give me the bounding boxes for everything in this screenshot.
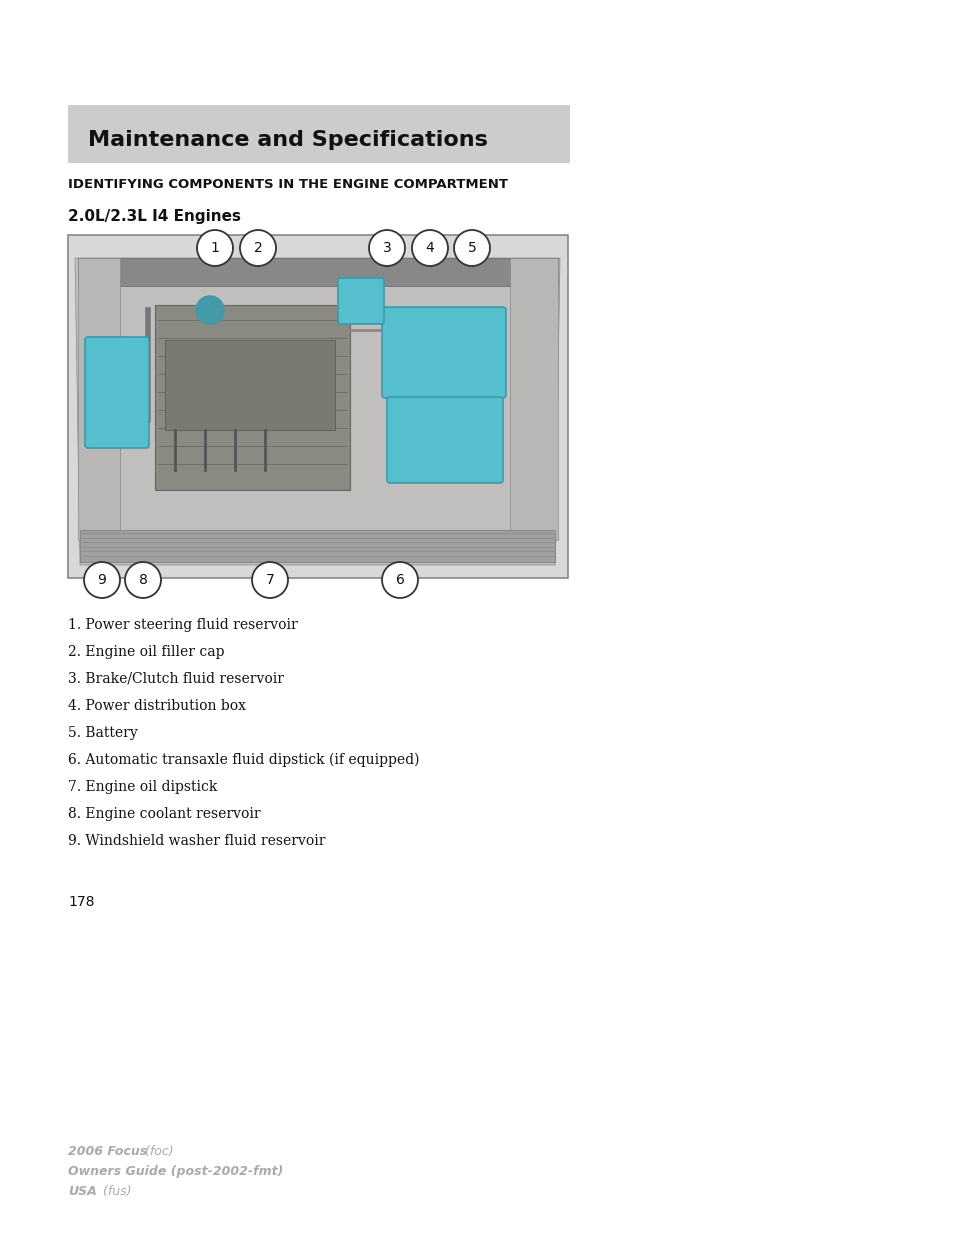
Circle shape — [369, 230, 405, 266]
Text: 178: 178 — [68, 895, 94, 909]
Text: 7. Engine oil dipstick: 7. Engine oil dipstick — [68, 781, 217, 794]
Circle shape — [412, 230, 448, 266]
FancyBboxPatch shape — [165, 340, 335, 430]
FancyBboxPatch shape — [387, 396, 502, 483]
Text: 6. Automatic transaxle fluid dipstick (if equipped): 6. Automatic transaxle fluid dipstick (i… — [68, 753, 419, 767]
Text: Maintenance and Specifications: Maintenance and Specifications — [88, 130, 487, 149]
Text: 8. Engine coolant reservoir: 8. Engine coolant reservoir — [68, 806, 260, 821]
Text: Owners Guide (post-2002-fmt): Owners Guide (post-2002-fmt) — [68, 1165, 283, 1178]
Circle shape — [381, 562, 417, 598]
Text: 4: 4 — [425, 241, 434, 254]
Text: 2. Engine oil filler cap: 2. Engine oil filler cap — [68, 645, 224, 659]
Circle shape — [195, 296, 224, 324]
FancyBboxPatch shape — [337, 278, 384, 324]
FancyBboxPatch shape — [68, 235, 567, 578]
Text: 6: 6 — [395, 573, 404, 587]
Text: 8: 8 — [138, 573, 148, 587]
Text: 3: 3 — [382, 241, 391, 254]
Polygon shape — [78, 258, 120, 540]
Text: (fus): (fus) — [99, 1186, 132, 1198]
Text: 3. Brake/Clutch fluid reservoir: 3. Brake/Clutch fluid reservoir — [68, 672, 284, 685]
Circle shape — [240, 230, 275, 266]
Text: 5: 5 — [467, 241, 476, 254]
Circle shape — [84, 562, 120, 598]
Polygon shape — [510, 258, 558, 540]
Text: 9: 9 — [97, 573, 107, 587]
Text: 1. Power steering fluid reservoir: 1. Power steering fluid reservoir — [68, 618, 297, 632]
FancyBboxPatch shape — [381, 308, 505, 398]
Text: 4. Power distribution box: 4. Power distribution box — [68, 699, 246, 713]
Text: 2.0L/2.3L I4 Engines: 2.0L/2.3L I4 Engines — [68, 210, 241, 225]
FancyBboxPatch shape — [78, 258, 558, 287]
Text: 1: 1 — [211, 241, 219, 254]
Text: (foc): (foc) — [141, 1145, 173, 1158]
Text: 5. Battery: 5. Battery — [68, 726, 137, 740]
Circle shape — [252, 562, 288, 598]
Text: IDENTIFYING COMPONENTS IN THE ENGINE COMPARTMENT: IDENTIFYING COMPONENTS IN THE ENGINE COM… — [68, 179, 507, 191]
FancyBboxPatch shape — [85, 337, 149, 448]
Text: 7: 7 — [265, 573, 274, 587]
Circle shape — [196, 230, 233, 266]
Text: 9. Windshield washer fluid reservoir: 9. Windshield washer fluid reservoir — [68, 834, 325, 848]
FancyBboxPatch shape — [154, 305, 350, 490]
Text: USA: USA — [68, 1186, 96, 1198]
Polygon shape — [75, 258, 559, 564]
Circle shape — [454, 230, 490, 266]
Circle shape — [125, 562, 161, 598]
FancyBboxPatch shape — [80, 530, 555, 562]
Text: 2: 2 — [253, 241, 262, 254]
FancyBboxPatch shape — [68, 105, 569, 163]
Text: 2006 Focus: 2006 Focus — [68, 1145, 147, 1158]
